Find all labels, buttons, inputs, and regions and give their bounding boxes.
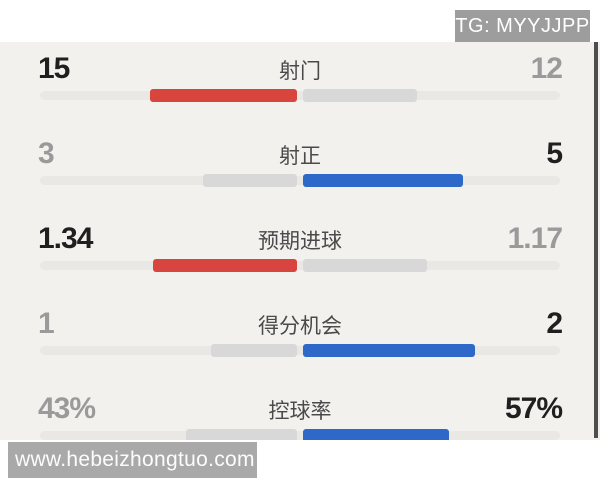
home-bar-segment (211, 344, 297, 357)
away-value: 57% (504, 392, 563, 425)
bar-track (40, 261, 560, 270)
stat-label: 得分机会 (258, 315, 342, 338)
stat-label: 预期进球 (258, 230, 342, 253)
away-bar-segment (303, 89, 417, 102)
stat-label: 射正 (279, 145, 321, 168)
site-watermark: www.hebeizhongtuo.com (8, 442, 257, 478)
bottom-strip: www.hebeizhongtuo.com (0, 440, 600, 480)
home-bar-segment (153, 259, 297, 272)
telegram-watermark-badge: TG: MYYJJPP (455, 10, 590, 42)
stat-row: 43% 控球率 57% (0, 392, 600, 440)
stat-bar (40, 429, 560, 440)
stat-text-line: 1.34 预期进球 1.17 (0, 222, 600, 256)
top-strip: TG: MYYJJPP (0, 0, 600, 42)
match-stats-panel: 15 射门 12 3 射正 5 1.34 (0, 42, 600, 440)
bar-track (40, 346, 560, 355)
stat-row: 1 得分机会 2 (0, 307, 600, 392)
right-edge-line (594, 42, 598, 438)
home-value: 1.34 (38, 222, 93, 255)
stat-bar (40, 174, 560, 187)
home-value: 1 (38, 307, 55, 340)
stat-text-line: 1 得分机会 2 (0, 307, 600, 341)
home-value: 15 (38, 52, 70, 85)
home-bar-segment (150, 89, 297, 102)
home-bar-segment (203, 174, 297, 187)
home-value: 43% (38, 392, 96, 425)
away-value: 1.17 (507, 222, 563, 255)
home-bar-segment (186, 429, 297, 440)
bar-track (40, 431, 560, 440)
stat-text-line: 15 射门 12 (0, 52, 600, 86)
stat-row: 15 射门 12 (0, 52, 600, 137)
stat-bar (40, 89, 560, 102)
stat-row: 3 射正 5 (0, 137, 600, 222)
home-value: 3 (38, 137, 55, 170)
stat-text-line: 43% 控球率 57% (0, 392, 600, 426)
away-bar-segment (303, 259, 427, 272)
stat-label: 控球率 (268, 400, 332, 423)
away-value: 2 (546, 307, 563, 340)
away-bar-segment (303, 429, 449, 440)
stat-text-line: 3 射正 5 (0, 137, 600, 171)
stat-label: 射门 (279, 60, 321, 83)
stat-bar (40, 344, 560, 357)
away-bar-segment (303, 174, 463, 187)
away-bar-segment (303, 344, 475, 357)
stat-bar (40, 259, 560, 272)
bar-track (40, 91, 560, 100)
stat-row: 1.34 预期进球 1.17 (0, 222, 600, 307)
away-value: 5 (546, 137, 563, 170)
away-value: 12 (530, 52, 563, 85)
bar-track (40, 176, 560, 185)
